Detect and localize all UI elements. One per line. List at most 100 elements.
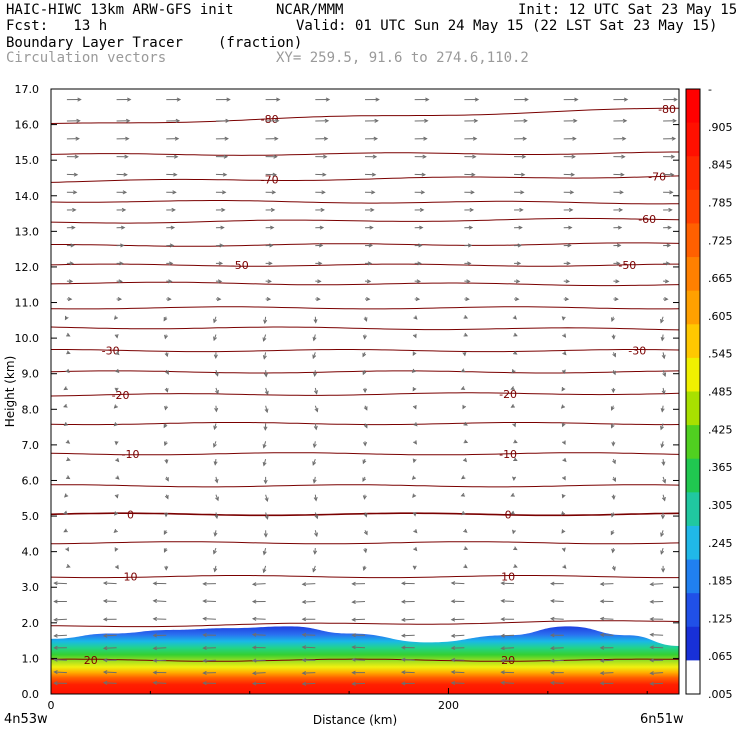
vector-head: [400, 581, 406, 586]
vector-head: [71, 225, 76, 230]
y-tick-label: 11.0: [15, 297, 40, 310]
vector-arrow: [400, 670, 415, 675]
vector-head: [202, 632, 207, 638]
vector-head: [163, 423, 168, 429]
vector-head: [524, 97, 529, 102]
y-tick-label: 8.0: [22, 403, 40, 416]
vector-head: [213, 461, 218, 466]
vector-head: [64, 493, 69, 498]
vector-arrow: [66, 190, 78, 195]
vector-arrow: [63, 421, 69, 427]
vector-head: [470, 190, 475, 195]
vector-arrow: [351, 645, 366, 650]
vector-head: [351, 645, 356, 650]
vector-head: [561, 493, 566, 499]
vector-arrow: [612, 352, 616, 358]
vector-arrow: [116, 172, 128, 177]
vector-arrow: [613, 118, 628, 123]
vector-head: [400, 670, 406, 675]
x-tick-label: 0: [48, 699, 55, 712]
vector-head: [202, 581, 207, 586]
vector-arrow: [163, 547, 168, 553]
vector-shaft: [103, 634, 117, 637]
vector-arrow: [561, 476, 566, 481]
vector-head: [102, 617, 108, 622]
vector-arrow: [364, 297, 371, 302]
vector-shaft: [352, 659, 366, 661]
vector-head: [568, 225, 573, 230]
vector-head: [618, 207, 624, 212]
vector-head: [301, 582, 307, 587]
vector-head: [113, 404, 118, 409]
vector-shaft: [103, 582, 117, 585]
vector-arrow: [513, 546, 518, 551]
vector-arrow: [166, 297, 172, 302]
vector-arrow: [53, 599, 67, 604]
vector-arrow: [315, 279, 322, 284]
vector-arrow: [115, 457, 120, 463]
vector-head: [114, 564, 119, 570]
vector-head: [222, 172, 228, 177]
vector-arrow: [563, 118, 578, 123]
vector-arrow: [165, 369, 169, 375]
vector-arrow: [610, 423, 615, 429]
vector-head: [373, 136, 379, 141]
vector-arrow: [363, 547, 368, 554]
vector-head: [175, 118, 181, 123]
vector-arrow: [412, 387, 417, 392]
vector-arrow: [514, 243, 523, 248]
vector-head: [363, 317, 368, 322]
vector-arrow: [661, 494, 666, 502]
vector-arrow: [53, 617, 67, 622]
vector-arrow: [610, 405, 615, 411]
vector-head: [164, 459, 169, 464]
vector-shaft: [54, 618, 67, 621]
vector-shaft: [501, 647, 515, 649]
vector-arrow: [414, 279, 421, 284]
vector-head: [202, 645, 207, 651]
vector-shaft: [501, 600, 515, 602]
vector-arrow: [563, 297, 570, 302]
vector-arrow: [265, 207, 276, 212]
vector-arrow: [66, 154, 80, 159]
vector-head: [574, 97, 579, 102]
vector-arrow: [364, 136, 379, 141]
vector-arrow: [116, 190, 128, 195]
vector-head: [176, 97, 182, 102]
vector-arrow: [66, 172, 79, 177]
vector-head: [167, 297, 172, 302]
vector-head: [661, 496, 666, 502]
vector-head: [419, 225, 424, 230]
colorbar-label: .665: [708, 272, 733, 285]
vector-head: [463, 439, 469, 444]
vector-arrow: [215, 225, 225, 230]
contour-line: [51, 217, 679, 224]
vector-arrow: [364, 190, 376, 195]
vector-head: [312, 372, 317, 377]
vector-arrow: [610, 316, 615, 322]
colorbar-label: .365: [708, 461, 733, 474]
vector-head: [612, 370, 616, 376]
vector-arrow: [315, 154, 328, 159]
vector-shaft: [302, 682, 316, 685]
vector-head: [270, 207, 276, 212]
vector-shaft: [153, 600, 167, 602]
vector-arrow: [563, 261, 571, 266]
vector-arrow: [413, 546, 418, 552]
vector-arrow: [610, 530, 615, 536]
vector-head: [314, 407, 319, 413]
y-axis-label: Height (km): [3, 356, 17, 427]
vector-arrow: [513, 564, 518, 568]
vector-arrow: [314, 530, 319, 538]
vector-arrow: [450, 670, 465, 675]
vector-head: [519, 207, 524, 212]
vector-head: [168, 261, 174, 266]
vector-arrow: [563, 190, 575, 195]
vector-head: [610, 406, 615, 411]
vector-head: [649, 632, 654, 637]
vector-head: [612, 352, 616, 358]
colorbar-label: .605: [708, 310, 733, 323]
vector-head: [422, 154, 427, 159]
vector-head: [215, 496, 219, 502]
y-tick-label: 6.0: [22, 474, 40, 487]
